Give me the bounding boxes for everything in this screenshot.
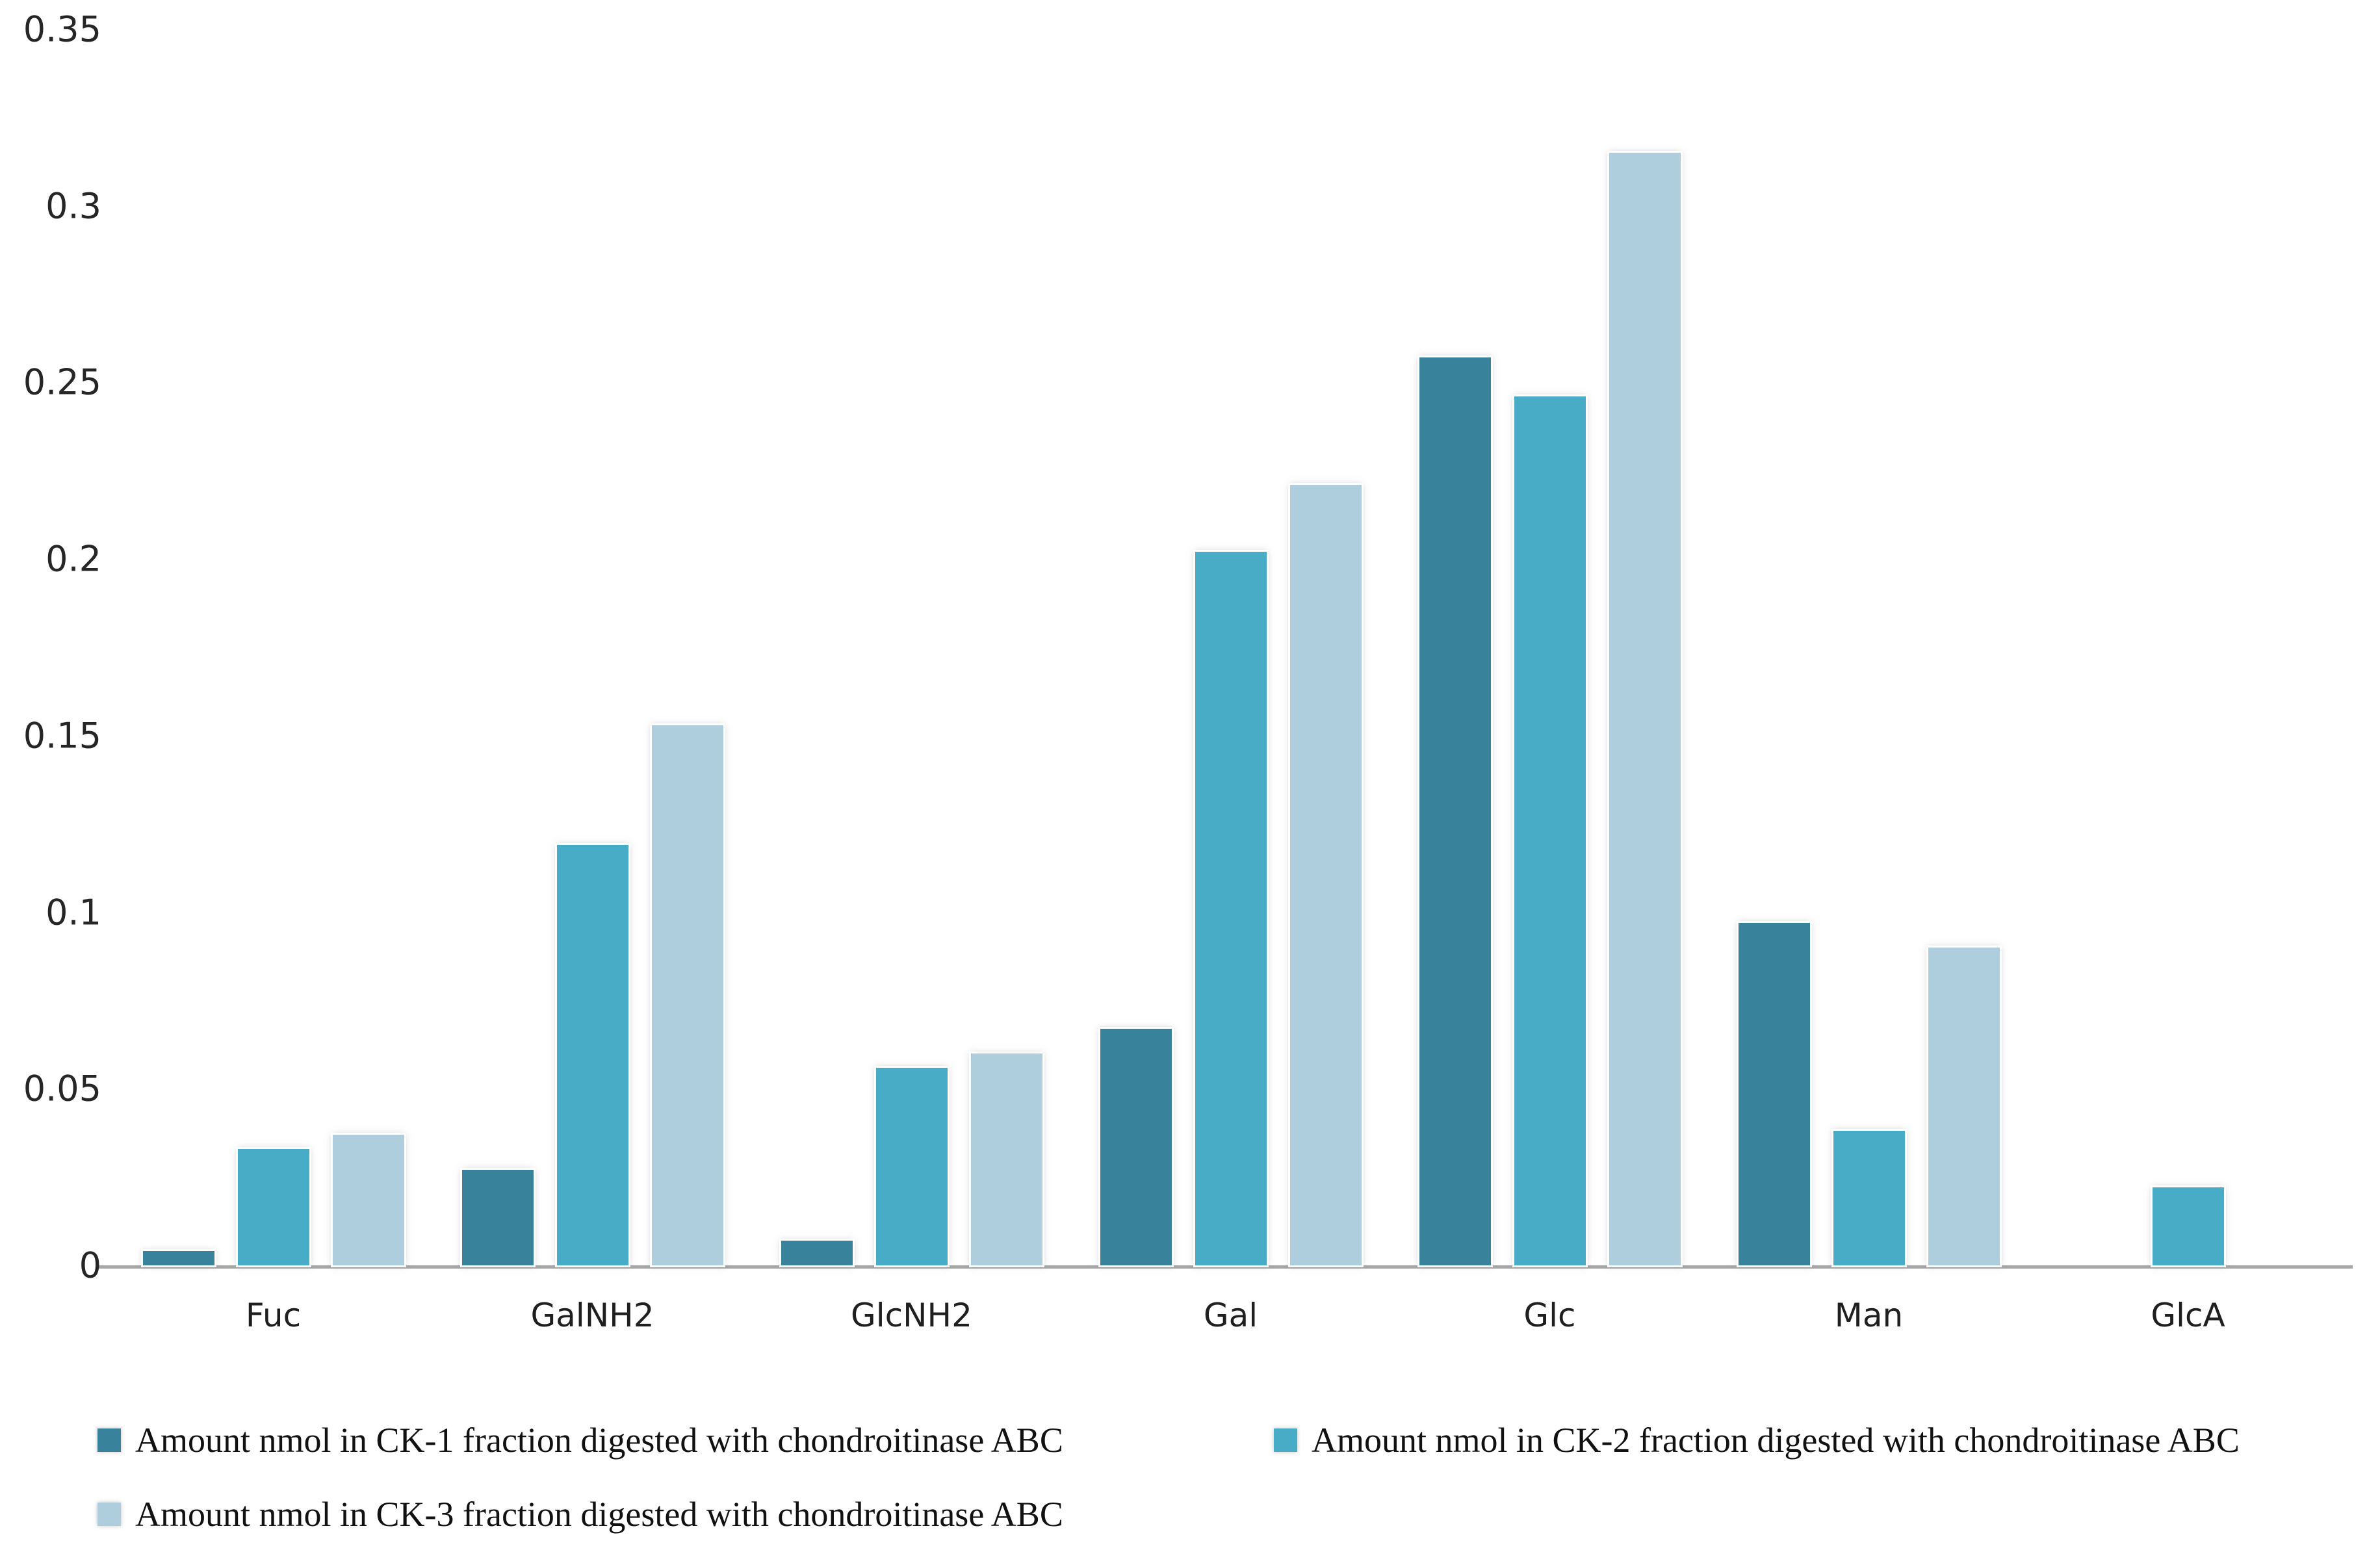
legend-swatch-icon bbox=[97, 1428, 121, 1452]
x-axis-category-label: Glc bbox=[1523, 1297, 1576, 1334]
bar-series3-Glc bbox=[1607, 151, 1683, 1267]
bar-series1-GalNH2 bbox=[459, 1168, 536, 1267]
chart-legend: Amount nmol in CK-1 fraction digested wi… bbox=[97, 1420, 2346, 1534]
bar-series2-Glc bbox=[1512, 394, 1588, 1267]
bar-series1-Man bbox=[1736, 920, 1812, 1267]
bar-series2-GlcNH2 bbox=[873, 1065, 950, 1267]
x-axis-category-label: Fuc bbox=[245, 1297, 302, 1334]
x-axis-category-label: GalNH2 bbox=[530, 1297, 654, 1334]
legend-swatch-icon bbox=[1274, 1428, 1297, 1452]
y-axis-tick-label: 0.25 bbox=[23, 361, 101, 403]
y-axis-tick-label: 0.35 bbox=[23, 8, 101, 50]
x-axis-category-label: Man bbox=[1834, 1297, 1904, 1334]
legend-label: Amount nmol in CK-2 fraction digested wi… bbox=[1312, 1421, 2240, 1460]
y-axis-tick-label: 0 bbox=[79, 1245, 101, 1286]
bar-series1-Gal bbox=[1098, 1026, 1174, 1267]
bar-series2-Fuc bbox=[235, 1146, 311, 1267]
x-axis-category-label: GlcNH2 bbox=[851, 1297, 972, 1334]
legend-item-ck3: Amount nmol in CK-3 fraction digested wi… bbox=[97, 1494, 1274, 1534]
legend-label: Amount nmol in CK-1 fraction digested wi… bbox=[135, 1421, 1063, 1460]
legend-swatch-icon bbox=[97, 1503, 121, 1526]
bar-series2-Gal bbox=[1193, 550, 1269, 1267]
legend-item-ck1: Amount nmol in CK-1 fraction digested wi… bbox=[97, 1420, 1274, 1460]
bar-series2-GalNH2 bbox=[554, 843, 630, 1267]
bar-series3-Man bbox=[1926, 945, 2002, 1267]
y-axis-tick-label: 0.3 bbox=[45, 185, 101, 227]
y-axis-tick-label: 0.05 bbox=[23, 1068, 101, 1109]
y-axis-tick-label: 0.1 bbox=[45, 892, 101, 933]
legend-item-ck2: Amount nmol in CK-2 fraction digested wi… bbox=[1274, 1420, 2240, 1460]
bar-series3-GalNH2 bbox=[649, 723, 725, 1267]
bar-series2-Man bbox=[1831, 1129, 1907, 1267]
x-axis-category-label: Gal bbox=[1203, 1297, 1258, 1334]
bar-series1-Glc bbox=[1417, 355, 1493, 1267]
x-axis-line bbox=[96, 1265, 2353, 1269]
bar-series1-GlcNH2 bbox=[779, 1238, 855, 1267]
legend-label: Amount nmol in CK-3 fraction digested wi… bbox=[135, 1495, 1063, 1534]
y-axis-tick-label: 0.15 bbox=[23, 715, 101, 756]
bar-series1-Fuc bbox=[140, 1249, 216, 1267]
x-axis-category-label: GlcA bbox=[2151, 1297, 2225, 1334]
bar-series3-GlcNH2 bbox=[968, 1051, 1044, 1267]
bar-series3-Fuc bbox=[330, 1132, 406, 1267]
bar-series3-Gal bbox=[1287, 483, 1364, 1267]
y-axis-tick-label: 0.2 bbox=[45, 538, 101, 580]
bar-series2-GlcA bbox=[2150, 1185, 2226, 1267]
